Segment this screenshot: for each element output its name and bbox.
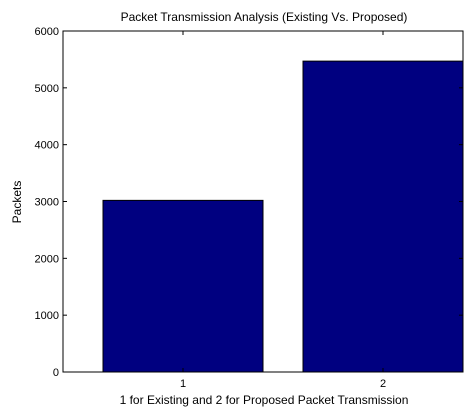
bars-group xyxy=(102,60,464,373)
chart-title: Packet Transmission Analysis (Existing V… xyxy=(121,10,408,24)
bar-2 xyxy=(302,60,464,373)
y-tick-label-0: 0 xyxy=(53,367,59,379)
bar-1 xyxy=(102,199,264,373)
x-axis-label: 1 for Existing and 2 for Proposed Packet… xyxy=(120,393,409,407)
y-tick-label-2000: 2000 xyxy=(35,253,59,265)
y-axis-label: Packets xyxy=(10,181,24,224)
y-tick-label-5000: 5000 xyxy=(35,83,59,95)
x-tick-label-1: 1 xyxy=(180,378,186,390)
y-tick-label-4000: 4000 xyxy=(35,140,59,152)
y-tick-label-1000: 1000 xyxy=(35,310,59,322)
y-tick-label-6000: 6000 xyxy=(35,26,59,38)
y-tick-label-3000: 3000 xyxy=(35,197,59,209)
x-tick-label-2: 2 xyxy=(380,378,386,390)
y-axis-ticks: 0 1000 2000 3000 4000 5000 6000 xyxy=(35,26,463,379)
